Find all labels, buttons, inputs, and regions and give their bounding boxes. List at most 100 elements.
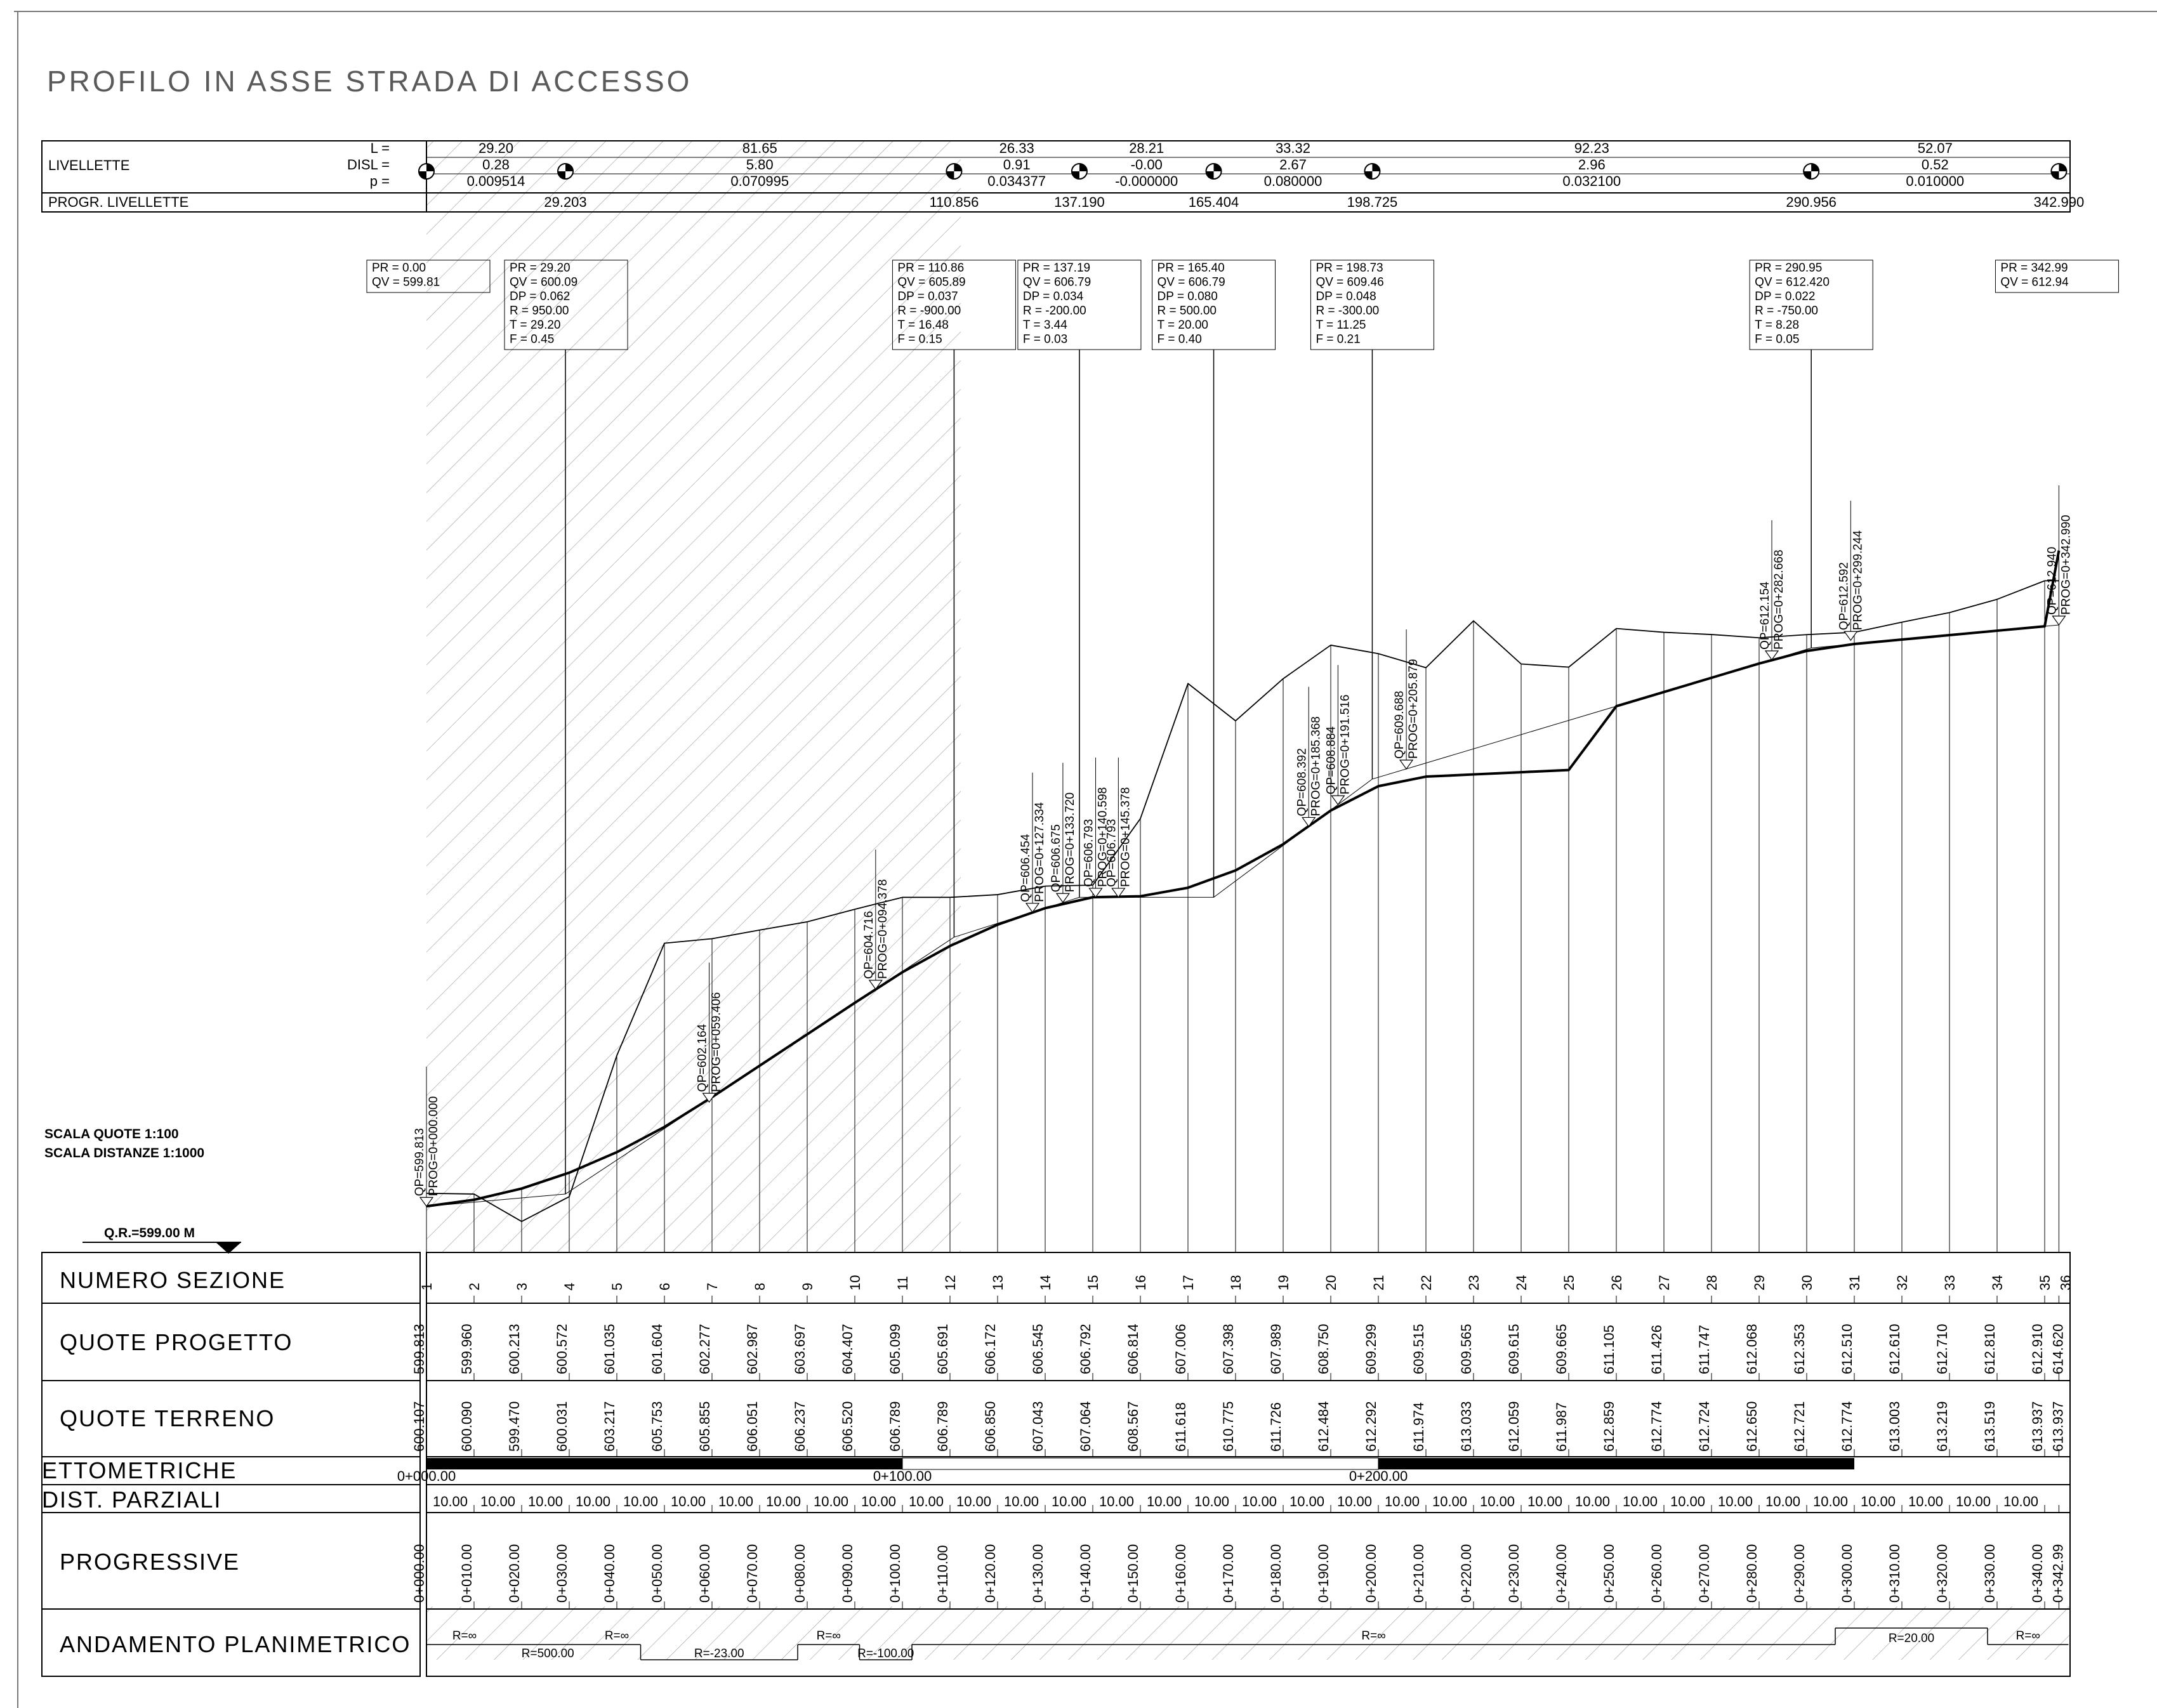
livellette-key-disl: DISL =: [347, 157, 390, 173]
vertex-info-line: PR = 342.99: [2000, 261, 2068, 275]
progr-livelletta-value: 29.203: [544, 194, 586, 210]
vertex-info-line: QV = 606.79: [1023, 276, 1091, 289]
point-annotation: QP=612.592 PROG=0+299.244: [1837, 501, 1864, 641]
hectometer-bar: [426, 1458, 902, 1469]
quota-terreno-value: 612.721: [1791, 1401, 1807, 1452]
progressiva-value: 0+160.00: [1173, 1544, 1189, 1603]
quota-progetto-value: 607.006: [1173, 1324, 1189, 1374]
vertex-info-line: F = 0.15: [897, 333, 942, 346]
point-progressiva: PROG=0+133.720: [1064, 792, 1077, 892]
livelletta-disl: 2.67: [1279, 157, 1307, 173]
quota-terreno-value: 603.217: [602, 1401, 617, 1452]
vertex-info-line: R = 950.00: [510, 305, 569, 318]
point-quota: QP=604.716: [862, 911, 876, 979]
quota-progetto-value: 605.099: [887, 1324, 903, 1374]
section-number: 1: [419, 1283, 435, 1291]
dist-parziale-value: 10.00: [1290, 1494, 1324, 1509]
quota-progetto-value: 604.407: [840, 1324, 855, 1374]
dist-parziale-value: 10.00: [2003, 1494, 2038, 1509]
section-number: 15: [1085, 1275, 1101, 1291]
quota-progetto-value: 614.620: [2050, 1324, 2066, 1374]
progressiva-value: 0+200.00: [1363, 1544, 1379, 1603]
quota-progetto-value: 611.105: [1601, 1325, 1617, 1374]
point-quota: QP=606.454: [1019, 834, 1032, 902]
quota-terreno-value: 613.937: [2050, 1401, 2066, 1452]
quota-terreno-value: 605.855: [697, 1401, 713, 1452]
quota-progetto-value: 607.989: [1268, 1324, 1284, 1374]
progressiva-value: 0+260.00: [1649, 1544, 1665, 1603]
point-annotation: QP=599.813 PROG=0+000.000: [413, 1067, 440, 1207]
quota-terreno-value: 613.219: [1934, 1401, 1950, 1452]
section-number: 20: [1323, 1275, 1339, 1291]
point-quota: QP=602.164: [696, 1023, 709, 1092]
level-marker-icon: [1331, 795, 1345, 806]
quota-progetto-value: 609.615: [1506, 1324, 1522, 1374]
vertex-info-line: PR = 0.00: [372, 261, 426, 275]
dist-parziale-value: 10.00: [1575, 1494, 1610, 1509]
vertex-info-line: PR = 110.86: [897, 261, 964, 275]
dist-parziale-value: 10.00: [1527, 1494, 1562, 1509]
scale-quote: SCALA QUOTE 1:100: [44, 1127, 179, 1141]
alignment-radius: R=500.00: [522, 1647, 574, 1660]
vertex-info-line: T = 16.48: [897, 319, 948, 332]
progressiva-value: 0+300.00: [1839, 1544, 1855, 1603]
section-number: 22: [1418, 1275, 1434, 1291]
point-annotation: QP=606.793 PROG=0+140.598: [1082, 758, 1109, 898]
quota-terreno-value: 606.237: [792, 1401, 808, 1452]
livelletta-slope: 0.009514: [467, 173, 525, 189]
progressiva-value: 0+030.00: [554, 1544, 570, 1603]
quota-terreno-value: 613.003: [1887, 1401, 1903, 1452]
level-marker-icon: [1844, 631, 1858, 641]
drawing-title: PROFILO IN ASSE STRADA DI ACCESSO: [47, 65, 692, 98]
point-annotation: QP=612.940 PROG=0+342.990: [2045, 485, 2073, 626]
vertex-info-line: QV = 606.79: [1158, 276, 1225, 289]
dist-parziale-value: 10.00: [1861, 1494, 1896, 1509]
point-annotation: QP=606.675 PROG=0+133.720: [1050, 763, 1077, 903]
dist-parziale-value: 10.00: [1480, 1494, 1515, 1509]
vertex-info-line: R = -300.00: [1316, 305, 1379, 318]
tangent-polygon: [426, 624, 2059, 1207]
dist-parziale-value: 10.00: [1052, 1494, 1086, 1509]
progressiva-value: 0+050.00: [649, 1544, 665, 1603]
vertex-info-line: QV = 609.46: [1316, 276, 1383, 289]
progressiva-value: 0+290.00: [1791, 1544, 1807, 1603]
vertex-info-line: QV = 612.420: [1755, 276, 1830, 289]
progressiva-value: 0+280.00: [1744, 1544, 1760, 1603]
progressiva-value: 0+240.00: [1553, 1544, 1569, 1603]
quota-terreno-value: 612.724: [1696, 1401, 1712, 1452]
quota-progetto-value: 612.910: [2029, 1324, 2045, 1374]
quota-progetto-value: 606.792: [1078, 1324, 1093, 1374]
row-label-quote-terreno: QUOTE TERRENO: [60, 1405, 275, 1431]
point-quota: QP=599.813: [413, 1128, 426, 1196]
progr-livelletta-value: 165.404: [1189, 194, 1239, 210]
livelletta-length: 33.32: [1276, 140, 1310, 156]
point-progressiva: PROG=0+299.244: [1851, 530, 1864, 630]
point-quota: QP=612.592: [1837, 562, 1850, 630]
livellette-label: LIVELLETTE: [48, 157, 129, 173]
quota-terreno-value: 600.090: [459, 1401, 475, 1452]
section-number: 29: [1751, 1275, 1767, 1291]
vertex-info-line: DP = 0.048: [1316, 290, 1376, 303]
alignment-radius: R=∞: [1361, 1629, 1385, 1643]
point-annotation: QP=609.688 PROG=0+205.879: [1393, 629, 1420, 770]
section-number: 23: [1466, 1275, 1482, 1291]
profile-lines: [426, 550, 2061, 1223]
section-number: 26: [1609, 1275, 1625, 1291]
dist-parziale-value: 10.00: [909, 1494, 944, 1509]
quota-progetto-value: 603.697: [792, 1324, 808, 1374]
section-number: 14: [1038, 1275, 1053, 1291]
quota-terreno-value: 605.753: [649, 1401, 665, 1452]
hectometer-label: 0+000.00: [397, 1468, 456, 1484]
quota-terreno-value: 607.064: [1078, 1401, 1093, 1452]
progr-livelletta-value: 110.856: [929, 194, 979, 210]
point-quota: QP=608.884: [1324, 726, 1338, 794]
point-progressiva: PROG=0+185.368: [1309, 716, 1323, 816]
progressiva-value: 0+060.00: [697, 1544, 713, 1603]
progr-livelletta-value: 290.956: [1786, 194, 1837, 210]
vertex-info-line: T = 29.20: [510, 319, 560, 332]
livelletta-slope: 0.034377: [987, 173, 1046, 189]
section-number: 7: [704, 1283, 720, 1291]
livellette-key-p: p =: [370, 173, 390, 189]
